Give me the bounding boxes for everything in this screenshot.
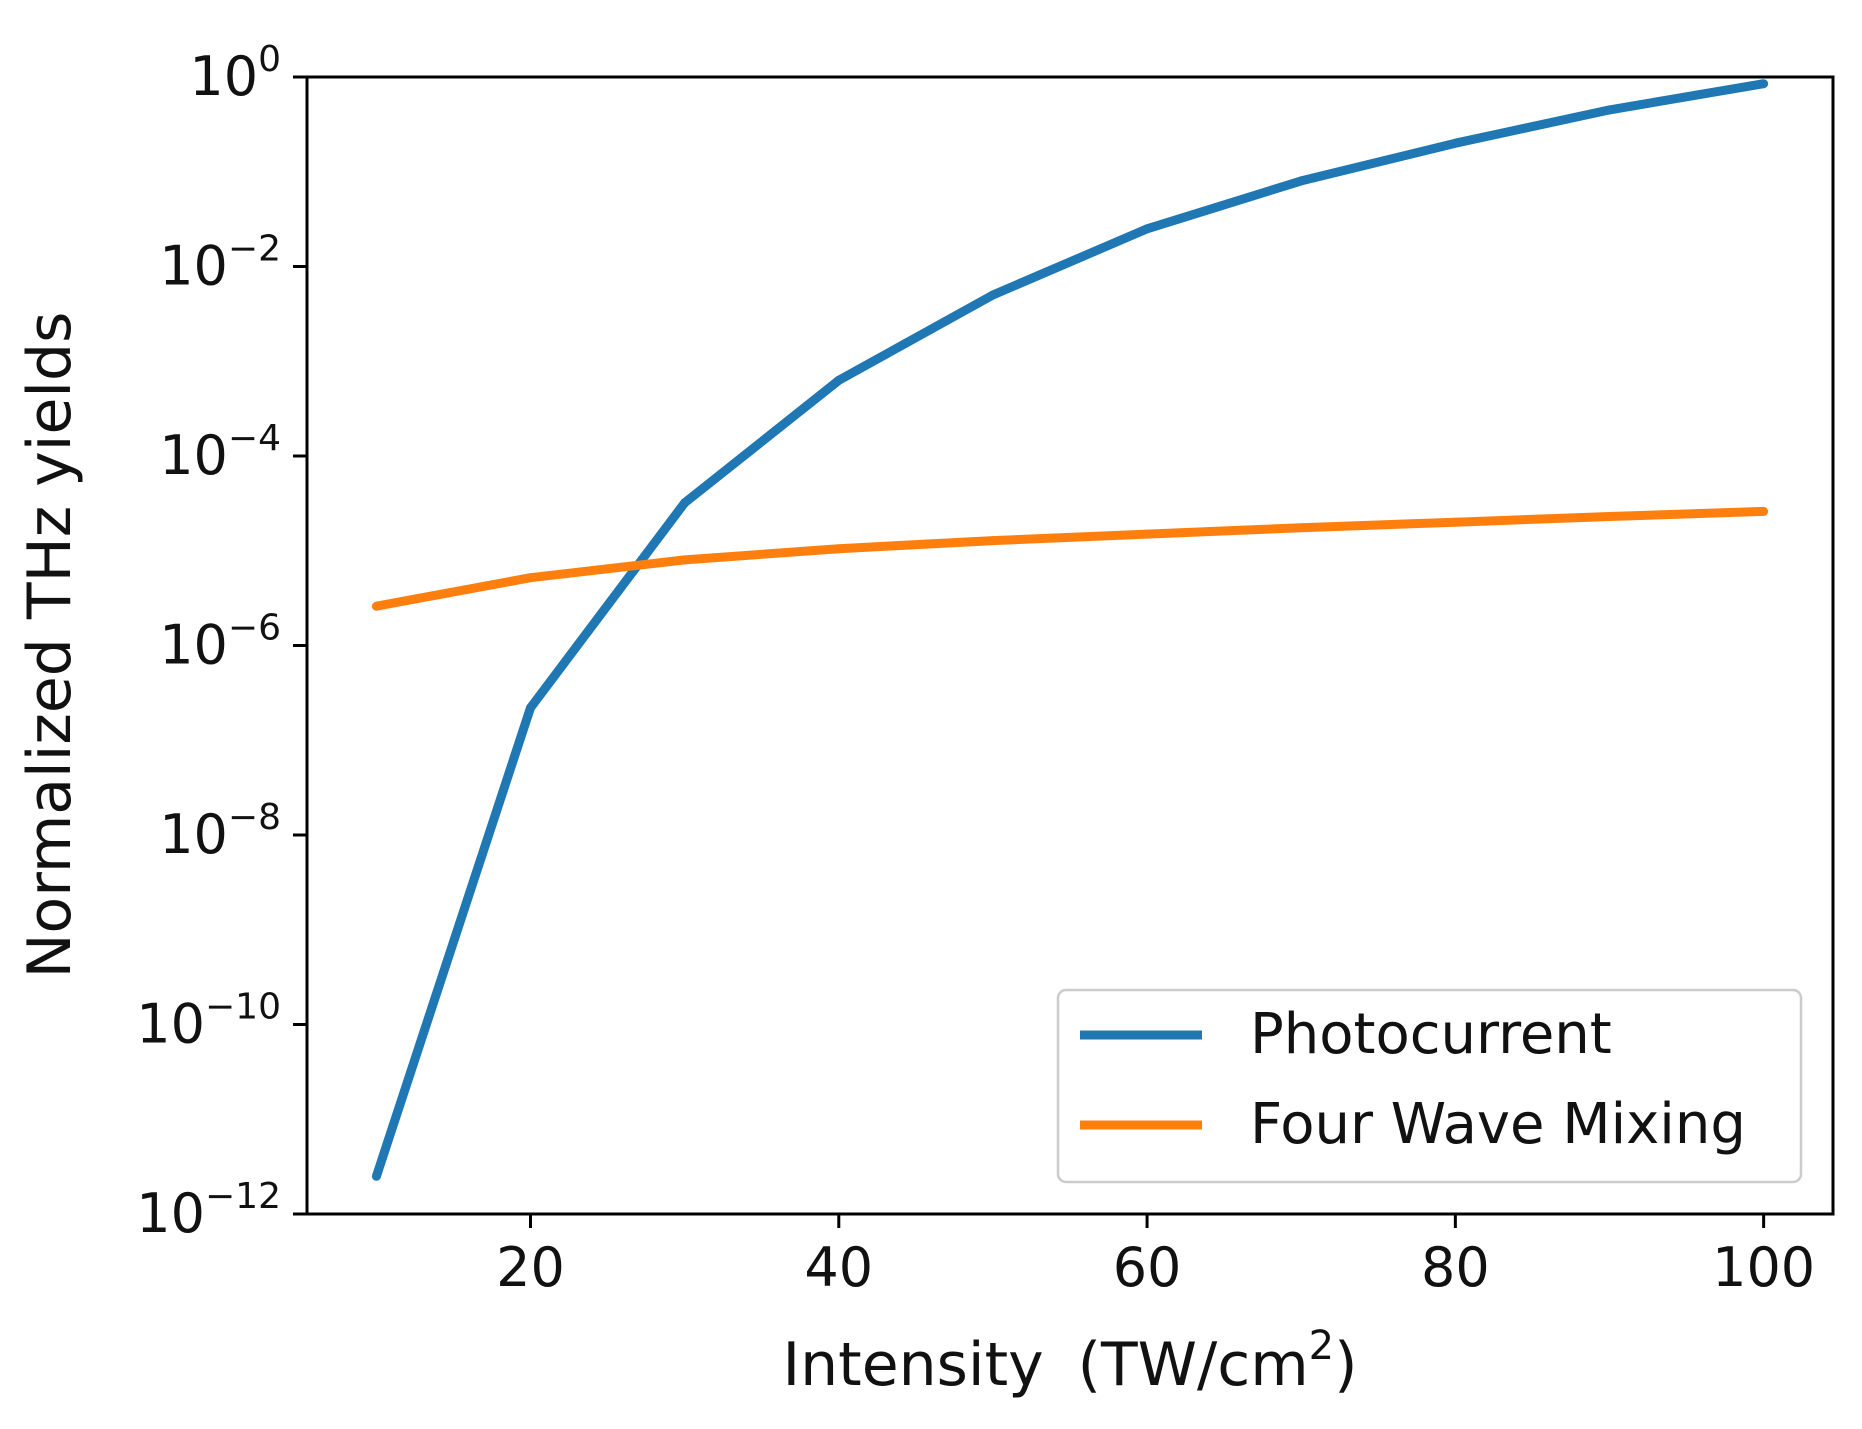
x-tick-label: 40 <box>804 1236 873 1299</box>
data-point-four-wave-mixing <box>1605 512 1614 521</box>
y-tick-label-base: 10 <box>189 45 258 108</box>
data-point-four-wave-mixing <box>1450 517 1460 527</box>
y-axis-label: Normalized THz yields <box>15 312 85 979</box>
data-point-photocurrent <box>988 290 998 300</box>
y-tick-label: 10−2 <box>159 229 281 298</box>
y-tick-label-base: 10 <box>159 235 228 298</box>
series-layer <box>371 79 1769 1181</box>
legend: Photocurrent Four Wave Mixing <box>1056 988 1803 1184</box>
x-axis-label-unit-close: ) <box>1334 1330 1357 1400</box>
y-tick-label-exponent: −8 <box>228 797 281 838</box>
y-tick-label: 10−6 <box>159 608 281 677</box>
y-tick-label: 10−10 <box>136 987 281 1056</box>
x-axis: 20 40 60 80 100 <box>496 1214 1815 1299</box>
y-tick-label-exponent: 0 <box>258 39 281 80</box>
data-point-photocurrent <box>371 1171 381 1181</box>
y-tick-label-exponent: −2 <box>228 229 281 270</box>
data-point-four-wave-mixing <box>834 544 844 554</box>
data-point-photocurrent <box>526 703 535 713</box>
series-line-four-wave-mixing <box>375 506 1764 611</box>
legend-label-four-wave-mixing: Four Wave Mixing <box>1250 1092 1746 1157</box>
x-axis-label-unit-exponent: 2 <box>1309 1323 1334 1369</box>
y-tick-label-base: 10 <box>159 803 228 866</box>
y-tick-label: 10−12 <box>136 1176 281 1245</box>
x-tick-label: 60 <box>1113 1236 1182 1299</box>
y-tick-label-base: 10 <box>159 614 228 677</box>
legend-label-photocurrent: Photocurrent <box>1250 1002 1612 1067</box>
y-tick-label-exponent: −12 <box>205 1176 281 1217</box>
data-point-photocurrent <box>1450 138 1460 148</box>
legend-box <box>1056 988 1803 1184</box>
x-axis-label-unit: (TW/cm <box>1078 1330 1309 1400</box>
data-point-photocurrent <box>680 498 690 508</box>
y-tick-label-base: 10 <box>136 993 205 1056</box>
data-point-photocurrent <box>1142 224 1152 234</box>
data-point-photocurrent <box>1759 79 1769 89</box>
data-point-four-wave-mixing <box>680 555 690 565</box>
data-point-four-wave-mixing <box>526 573 535 583</box>
series-line-photocurrent <box>372 79 1765 1178</box>
y-tick-label: 10−8 <box>159 797 281 866</box>
y-tick-label: 10−4 <box>159 418 281 487</box>
data-point-photocurrent <box>834 375 844 385</box>
data-point-four-wave-mixing <box>988 536 998 546</box>
x-tick-label: 20 <box>496 1236 565 1299</box>
data-point-four-wave-mixing <box>1759 506 1769 516</box>
y-tick-label: 100 <box>189 39 281 108</box>
data-point-four-wave-mixing <box>1296 523 1306 533</box>
x-tick-label: 100 <box>1712 1236 1815 1299</box>
y-tick-label-base: 10 <box>136 1182 205 1245</box>
data-point-photocurrent <box>1296 176 1306 186</box>
data-point-photocurrent <box>1605 105 1614 115</box>
data-point-four-wave-mixing <box>1142 529 1152 539</box>
x-tick-label: 80 <box>1421 1236 1490 1299</box>
y-tick-label-base: 10 <box>159 424 228 487</box>
y-tick-label-exponent: −10 <box>205 987 281 1028</box>
x-axis-label: Intensity (TW/cm2) <box>782 1323 1357 1400</box>
x-axis-label-text: Intensity <box>782 1330 1043 1400</box>
y-tick-label-exponent: −4 <box>228 418 281 459</box>
data-point-four-wave-mixing <box>371 601 381 611</box>
y-tick-label-exponent: −6 <box>228 608 281 649</box>
